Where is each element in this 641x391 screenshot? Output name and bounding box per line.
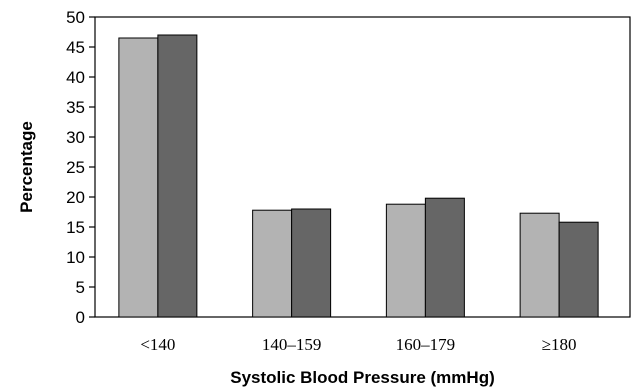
y-tick-label: 25 (66, 158, 85, 177)
y-tick-label: 15 (66, 218, 85, 237)
y-tick-label: 0 (76, 308, 85, 327)
bar-2 (424, 197, 465, 318)
bar-1 (252, 209, 293, 318)
y-tick-label: 30 (66, 128, 85, 147)
bar-2 (558, 221, 599, 318)
x-tick-label: 140–159 (262, 335, 322, 354)
x-tick-label: 160–179 (396, 335, 456, 354)
bar-1 (385, 203, 426, 318)
y-tick-label: 10 (66, 248, 85, 267)
y-tick-label: 5 (76, 278, 85, 297)
y-tick-label: 40 (66, 68, 85, 87)
bar-1 (519, 212, 560, 318)
bar-2 (291, 208, 332, 318)
plot-area: 0 5 10 15 20 25 30 35 40 45 50 <140 140–159 160–179 ≥1… (66, 8, 631, 354)
x-tick-label: ≥180 (542, 335, 577, 354)
y-axis-title: Percentage (17, 121, 36, 213)
y-tick-label: 45 (66, 38, 85, 57)
y-tick-label: 35 (66, 98, 85, 117)
bar-1 (118, 37, 159, 318)
x-tick-label: <140 (140, 335, 175, 354)
x-axis-title: Systolic Blood Pressure (mmHg) (230, 368, 495, 387)
y-tick-label: 20 (66, 188, 85, 207)
y-tick-label: 50 (66, 8, 85, 27)
bar-2 (157, 34, 198, 318)
